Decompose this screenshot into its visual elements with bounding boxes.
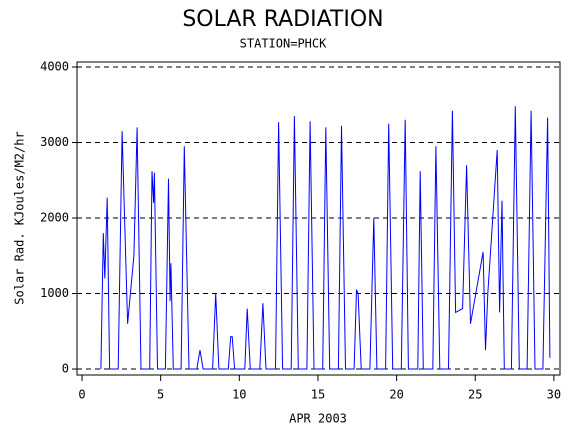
x-axis-label: APR 2003: [289, 412, 347, 426]
data-line: [100, 106, 551, 370]
x-tick-label: 30: [547, 388, 561, 402]
chart-subtitle: STATION=PHCK: [240, 37, 327, 51]
x-tick-label: 25: [468, 388, 482, 402]
y-axis-label: Solar Rad. KJoules/M2/hr: [13, 131, 27, 304]
x-tick-label: 20: [389, 388, 403, 402]
x-tick-label: 5: [157, 388, 164, 402]
y-tick-label: 2000: [40, 211, 69, 225]
y-tick-label: 0: [62, 362, 69, 376]
x-tick-label: 10: [232, 388, 246, 402]
y-tick-label: 3000: [40, 135, 69, 149]
y-tick-label: 1000: [40, 286, 69, 300]
chart-title: SOLAR RADIATION: [182, 7, 383, 32]
x-tick-label: 0: [78, 388, 85, 402]
y-tick-label: 4000: [40, 59, 69, 73]
x-tick-label: 15: [311, 388, 325, 402]
